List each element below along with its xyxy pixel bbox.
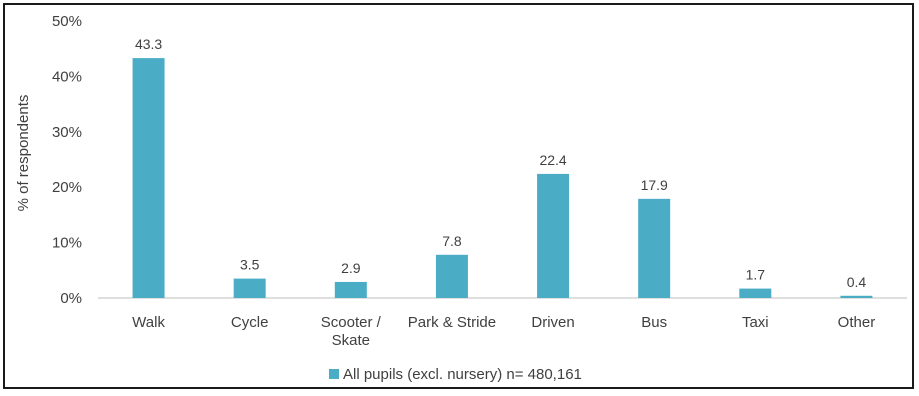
legend-swatch (329, 369, 339, 379)
y-tick-label: 10% (52, 235, 82, 252)
bar-value-label: 7.8 (442, 233, 462, 249)
x-axis-categories: Walk Cycle Scooter / Skate Park & Stride Driv… (132, 314, 875, 349)
bar-value-label: 43.3 (135, 36, 162, 52)
bar-value-label: 1.7 (746, 267, 766, 283)
y-axis-label: % of respondents (15, 95, 32, 212)
chart-frame: 0% 10% 20% 30% 40% 50% % of respondents 43.3 3… (3, 3, 914, 389)
x-category-label: Walk (132, 314, 165, 331)
bar-other (840, 295, 873, 298)
bar-value-label: 22.4 (539, 152, 566, 168)
bar-cycle (233, 278, 266, 298)
bar-value-label: 0.4 (847, 274, 867, 290)
x-category-label: Bus (641, 314, 667, 331)
x-category-label: Driven (531, 314, 574, 331)
bar-walk (132, 58, 165, 299)
bar-scooter-skate (334, 281, 367, 298)
x-category-label: Cycle (231, 314, 269, 331)
y-tick-label: 0% (60, 290, 82, 307)
y-axis-ticks: 0% 10% 20% 30% 40% 50% (52, 13, 82, 307)
x-category-label: Other (838, 314, 876, 331)
bar-park-stride (435, 254, 468, 298)
x-category-label: Scooter / Skate (321, 314, 382, 349)
bar-driven (537, 173, 570, 298)
bar-value-label: 3.5 (240, 257, 260, 273)
bar-value-label: 2.9 (341, 260, 361, 276)
bar-bus (638, 198, 671, 298)
y-tick-label: 40% (52, 68, 82, 85)
legend-label: All pupils (excl. nursery) n= 480,161 (343, 366, 582, 383)
legend: All pupils (excl. nursery) n= 480,161 (329, 366, 582, 383)
bar-taxi (739, 288, 772, 298)
y-tick-label: 20% (52, 179, 82, 196)
bars (132, 58, 873, 299)
x-category-label: Park & Stride (408, 314, 496, 331)
data-labels: 43.3 3.5 2.9 7.8 22.4 17.9 1.7 0.4 (135, 36, 866, 290)
y-tick-label: 50% (52, 13, 82, 30)
bar-value-label: 17.9 (641, 177, 668, 193)
x-category-label: Taxi (742, 314, 769, 331)
bar-chart: 0% 10% 20% 30% 40% 50% % of respondents 43.3 3… (15, 13, 907, 383)
y-tick-label: 30% (52, 124, 82, 141)
